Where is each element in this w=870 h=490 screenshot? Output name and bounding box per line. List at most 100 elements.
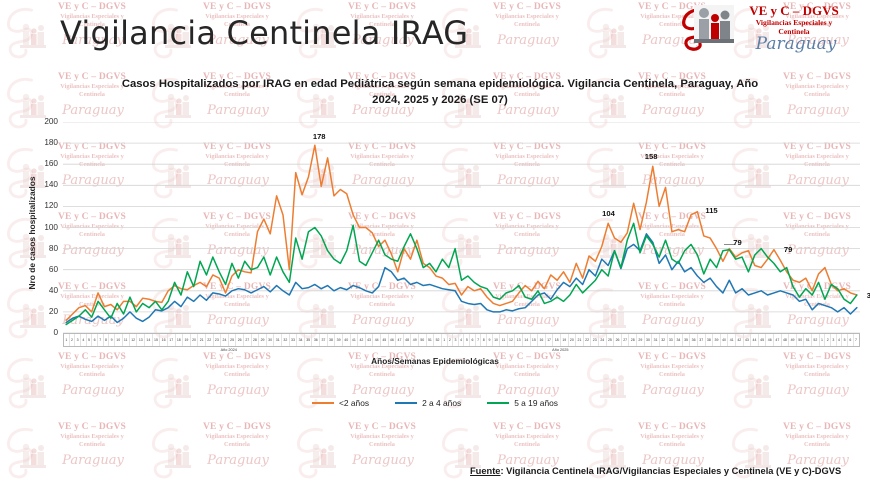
y-axis-title: Nro de casos hospitalizados — [27, 176, 37, 290]
x-axis-ticks: 1 2 3 4 5 6 7 8 9 10 11 12 13 14 15 16 17 18 19 20 21 22 23 24 2… — [63, 333, 860, 347]
watermark-map-icon — [297, 427, 323, 479]
watermark-line-2: Vigilancias Especiales y Centinela — [785, 83, 849, 98]
series-line-2-a-4-a-os — [65, 233, 858, 324]
x-tick-label: 4 — [837, 334, 843, 346]
x-tick-label: 50 — [797, 334, 805, 346]
x-tick-label: 3 — [453, 334, 459, 346]
watermark-line-1: VE y C – DGVS — [782, 72, 852, 82]
x-tick-label: 34 — [297, 334, 305, 346]
y-tick-label: 200 — [44, 117, 58, 126]
y-tick-label: 180 — [44, 138, 58, 148]
x-tick-label: 13 — [137, 334, 146, 346]
watermark-figures-icon — [455, 373, 481, 398]
watermark-line-1: VE y C – DGVS — [347, 2, 417, 12]
x-tick-label: 36 — [690, 334, 698, 346]
watermark-line-1: VE y C – DGVS — [57, 422, 127, 432]
y-axis-ticks: 0 20 40 60 80 100 120 140 160 180 200 — [20, 110, 58, 340]
x-tick-label: 18 — [553, 334, 561, 346]
x-tick-label: 52 — [812, 334, 820, 346]
watermark-figures-icon — [165, 443, 191, 468]
watermark-tile: VE y C – DGVS Vigilancias Especiales y Cen… — [290, 420, 435, 490]
x-tick-label: 7 — [98, 334, 104, 346]
x-tick-label: 8 — [481, 334, 488, 346]
x-tick-label: 51 — [427, 334, 435, 346]
watermark-line-2: Vigilancias Especiales y Centinela — [640, 433, 704, 448]
watermark-map-icon — [7, 7, 33, 59]
x-tick-label: 7 — [476, 334, 482, 346]
watermark-line-3: Paraguay — [787, 383, 849, 398]
watermark-line-3: Paraguay — [497, 33, 559, 48]
watermark-tile: VE y C – DGVS Vigilancias Especiales y Cen… — [580, 420, 725, 490]
watermark-figures-icon — [20, 373, 46, 398]
watermark-line-1: VE y C – DGVS — [492, 422, 562, 432]
x-tick-label: 24 — [599, 334, 607, 346]
x-tick-label: 17 — [168, 334, 176, 346]
legend-item[interactable]: 2 a 4 años — [395, 398, 461, 408]
x-tick-label: 41 — [351, 334, 359, 346]
watermark-line-1: VE y C – DGVS — [492, 2, 562, 12]
x-tick-label: 15 — [153, 334, 161, 346]
x-tick-label: 43 — [744, 334, 752, 346]
watermark-figures-icon — [745, 443, 771, 468]
x-tick-label: 26 — [614, 334, 622, 346]
footer-text: : Vigilancia Centinela IRAG/Vigilancias … — [500, 466, 842, 476]
legend-swatch — [395, 401, 418, 405]
x-tick-label: 44 — [751, 334, 759, 346]
x-tick-label: 52 — [434, 334, 442, 346]
watermark-map-icon — [7, 427, 33, 479]
data-label: 178 — [312, 132, 326, 142]
watermark-line-2: Vigilancias Especiales y Centinela — [495, 13, 559, 28]
watermark-figures-icon — [20, 443, 46, 468]
x-tick-label: 47 — [396, 334, 404, 346]
watermark-line-1: VE y C – DGVS — [202, 2, 272, 12]
x-tick-label: 6 — [848, 334, 854, 346]
legend-item[interactable]: 5 a 19 años — [487, 398, 558, 408]
watermark-tile: VE y C – DGVS Vigilancias Especiales y Cen… — [0, 420, 145, 490]
x-tick-label: 21 — [576, 334, 584, 346]
watermark-map-icon — [587, 7, 613, 59]
x-tick-label: 50 — [419, 334, 427, 346]
legend-label: <2 años — [339, 398, 370, 408]
watermark-figures-icon — [165, 373, 191, 398]
y-tick-label: 80 — [48, 243, 58, 253]
watermark-line-3: Paraguay — [207, 383, 269, 398]
watermark-map-icon — [152, 427, 178, 479]
x-tick-label: 7 — [854, 338, 857, 342]
y-tick-label: 120 — [44, 201, 58, 211]
x-tick-label: 3 — [75, 334, 81, 346]
x-tick-label: 5 — [464, 334, 471, 346]
x-tick-label: 17 — [546, 334, 554, 346]
x-tick-label: 23 — [591, 334, 600, 346]
x-tick-label: 23 — [214, 334, 222, 346]
chart-container: Nro de casos hospitalizados 0 20 40 60 80 100… — [0, 110, 870, 370]
watermark-tile: VE y C – DGVS Vigilancias Especiales y Cen… — [145, 420, 290, 490]
logo-line-3: Paraguay — [755, 34, 837, 54]
x-tick-label: 33 — [290, 334, 298, 346]
x-tick-label: 30 — [267, 334, 275, 346]
logo-line-2: Vigilancias Especiales y Centinela — [755, 18, 833, 36]
legend-item[interactable]: <2 años — [312, 398, 369, 408]
x-tick-label: 13 — [515, 334, 523, 346]
x-tick-label: 20 — [191, 334, 199, 346]
data-label: 158 — [644, 152, 658, 162]
y-tick-label: 100 — [44, 222, 58, 232]
x-tick-label: 30 — [645, 334, 653, 346]
data-label: 36 — [866, 291, 870, 301]
x-tick-label: 11 — [500, 334, 508, 346]
watermark-line-3: Paraguay — [497, 383, 559, 398]
x-tick-label: 43 — [366, 334, 374, 346]
x-tick-label: 2 — [825, 334, 831, 346]
x-tick-label: 9 — [487, 334, 493, 346]
x-tick-label: 19 — [561, 334, 569, 346]
page-title: Vigilancia Centinela IRAG — [60, 14, 469, 52]
x-tick-label: 3 — [831, 334, 837, 346]
legend-label: 2 a 4 años — [422, 398, 462, 408]
x-tick-label: 27 — [244, 334, 252, 346]
watermark-line-3: Paraguay — [207, 453, 269, 468]
x-tick-label: 20 — [569, 334, 577, 346]
x-tick-label: 2 — [448, 334, 454, 346]
x-tick-label: 44 — [373, 334, 381, 346]
x-tick-label: 49 — [789, 334, 797, 346]
leader-line — [724, 243, 736, 245]
x-tick-label: 22 — [584, 334, 592, 346]
